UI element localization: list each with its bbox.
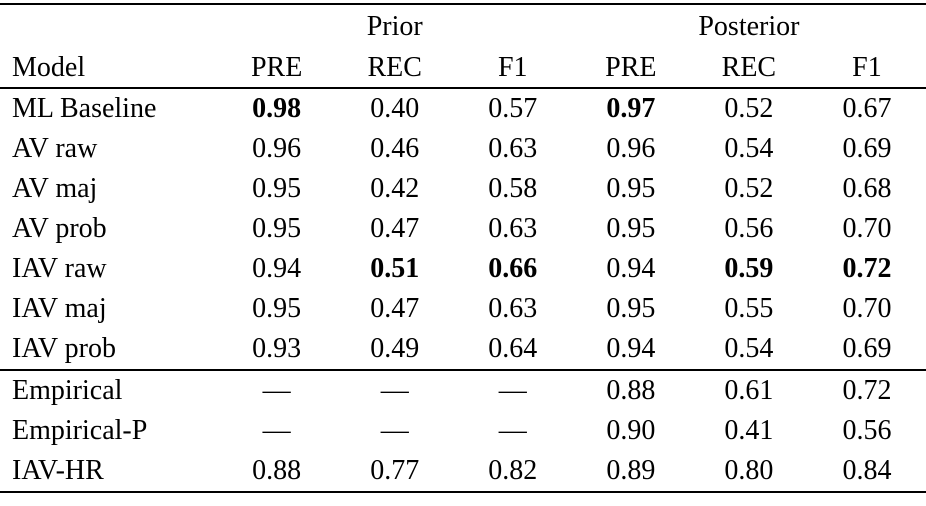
column-header-prior-rec: REC bbox=[335, 49, 454, 89]
metric-cell: 0.95 bbox=[252, 293, 302, 324]
metric-cell: 0.69 bbox=[842, 133, 892, 164]
group-header-prior: Prior bbox=[366, 11, 423, 42]
metric-cell: 0.47 bbox=[370, 293, 420, 324]
table-row: IAV maj 0.95 0.47 0.63 0.95 0.55 0.70 bbox=[0, 289, 926, 329]
metric-cell: 0.41 bbox=[724, 415, 774, 446]
metric-cell: 0.55 bbox=[724, 293, 774, 324]
table-row: IAV raw 0.94 0.51 0.66 0.94 0.59 0.72 bbox=[0, 249, 926, 289]
model-name-cell: Empirical bbox=[0, 369, 218, 411]
metric-cell: — bbox=[380, 415, 409, 446]
model-name-cell: AV raw bbox=[12, 133, 98, 164]
table-row: AV raw 0.96 0.46 0.63 0.96 0.54 0.69 bbox=[0, 129, 926, 169]
model-name-cell: IAV-HR bbox=[12, 455, 104, 486]
metric-cell: 0.52 bbox=[724, 173, 774, 204]
group-header-row: Prior Posterior bbox=[0, 4, 926, 49]
metric-cell: 0.95 bbox=[606, 173, 656, 204]
metric-cell: 0.72 bbox=[807, 369, 926, 411]
metric-cell: 0.68 bbox=[842, 173, 892, 204]
metric-cell: — bbox=[498, 415, 527, 446]
metric-cell: 0.47 bbox=[370, 213, 420, 244]
metric-cell: 0.67 bbox=[842, 93, 892, 124]
metric-cell: 0.90 bbox=[606, 415, 656, 446]
table-row: AV maj 0.95 0.42 0.58 0.95 0.52 0.68 bbox=[0, 169, 926, 209]
metric-cell: — bbox=[262, 415, 291, 446]
group-header-posterior: Posterior bbox=[698, 11, 800, 42]
metric-cell: 0.82 bbox=[488, 455, 538, 486]
metric-cell: 0.46 bbox=[370, 133, 420, 164]
table-row: Empirical — — —0.88 0.61 0.72 bbox=[0, 369, 926, 411]
model-name-cell: IAV raw bbox=[12, 253, 107, 284]
metric-cell: 0.98 bbox=[252, 93, 302, 124]
metric-cell: 0.94 bbox=[606, 333, 656, 364]
metric-cell: 0.58 bbox=[488, 173, 538, 204]
metric-cell: 0.89 bbox=[606, 455, 656, 486]
model-name-cell: AV maj bbox=[12, 173, 98, 204]
metric-cell: 0.97 bbox=[606, 93, 656, 124]
table-row: IAV prob 0.93 0.49 0.64 0.94 0.54 0.69 bbox=[0, 329, 926, 370]
metric-cell: 0.72 bbox=[842, 253, 892, 284]
metric-cell: 0.61 bbox=[689, 369, 808, 411]
metric-cell: 0.56 bbox=[842, 415, 892, 446]
table-row: IAV-HR 0.88 0.77 0.82 0.89 0.80 0.84 bbox=[0, 451, 926, 492]
metric-cell: 0.63 bbox=[488, 293, 538, 324]
metric-cell: 0.56 bbox=[724, 213, 774, 244]
model-name-cell: IAV maj bbox=[12, 293, 107, 324]
metric-cell: 0.84 bbox=[842, 455, 892, 486]
metric-cell: 0.64 bbox=[488, 333, 538, 364]
column-header-posterior-pre: PRE bbox=[571, 49, 690, 89]
metric-cell: 0.42 bbox=[370, 173, 420, 204]
table-body: ML Baseline 0.98 0.40 0.57 0.97 0.52 0.67 AV ra… bbox=[0, 88, 926, 492]
metric-cell: 0.88 bbox=[571, 369, 690, 411]
metric-cell: 0.54 bbox=[724, 333, 774, 364]
table-row: ML Baseline 0.98 0.40 0.57 0.97 0.52 0.67 bbox=[0, 88, 926, 129]
metric-cell: 0.88 bbox=[252, 455, 302, 486]
metric-cell: 0.96 bbox=[606, 133, 656, 164]
metric-cell: 0.70 bbox=[842, 213, 892, 244]
metric-cell: 0.93 bbox=[252, 333, 302, 364]
model-name-cell: IAV prob bbox=[12, 333, 116, 364]
metric-cell: 0.40 bbox=[370, 93, 420, 124]
group-header-spacer bbox=[0, 4, 218, 49]
table-row: AV prob 0.95 0.47 0.63 0.95 0.56 0.70 bbox=[0, 209, 926, 249]
column-header-model: Model bbox=[0, 49, 218, 89]
column-header-prior-f1: F1 bbox=[453, 49, 572, 89]
metric-cell: 0.49 bbox=[370, 333, 420, 364]
column-header-row: Model PRE REC F1 PRE REC F1 bbox=[0, 49, 926, 89]
metric-cell: 0.95 bbox=[606, 213, 656, 244]
metric-cell: 0.57 bbox=[488, 93, 538, 124]
metric-cell: 0.96 bbox=[252, 133, 302, 164]
metric-cell: 0.59 bbox=[724, 253, 774, 284]
metric-cell: 0.66 bbox=[488, 253, 538, 284]
metric-cell: 0.95 bbox=[252, 213, 302, 244]
metric-cell: 0.70 bbox=[842, 293, 892, 324]
column-header-posterior-f1: F1 bbox=[807, 49, 926, 89]
results-table: Prior Posterior Model PRE REC F1 PRE REC… bbox=[0, 3, 926, 493]
column-header-prior-pre: PRE bbox=[217, 49, 336, 89]
metric-cell: 0.54 bbox=[724, 133, 774, 164]
metric-cell: 0.80 bbox=[724, 455, 774, 486]
metric-cell: 0.77 bbox=[370, 455, 420, 486]
metric-cell: 0.69 bbox=[842, 333, 892, 364]
metric-cell: 0.63 bbox=[488, 133, 538, 164]
metric-cell: 0.95 bbox=[606, 293, 656, 324]
model-name-cell: ML Baseline bbox=[12, 93, 157, 124]
column-header-posterior-rec: REC bbox=[689, 49, 808, 89]
metric-cell: 0.63 bbox=[488, 213, 538, 244]
metric-cell: 0.94 bbox=[252, 253, 302, 284]
metric-cell: 0.94 bbox=[606, 253, 656, 284]
metric-cell: 0.95 bbox=[252, 173, 302, 204]
metric-cell: — bbox=[335, 369, 454, 411]
metric-cell: 0.51 bbox=[370, 253, 420, 284]
metric-cell: — bbox=[453, 369, 572, 411]
model-name-cell: AV prob bbox=[12, 213, 107, 244]
metric-cell: 0.52 bbox=[724, 93, 774, 124]
table-row: Empirical-P — — — 0.90 0.41 0.56 bbox=[0, 411, 926, 451]
model-name-cell: Empirical-P bbox=[12, 415, 148, 446]
metric-cell: — bbox=[217, 369, 336, 411]
